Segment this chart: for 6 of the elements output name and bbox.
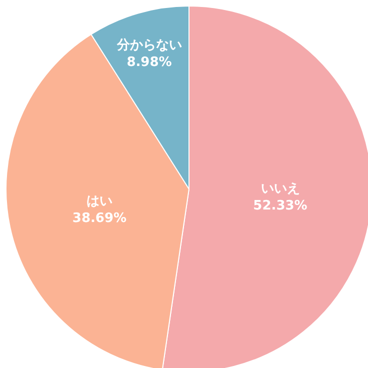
data-label: 8.98% <box>126 54 172 70</box>
slice-label: 分からない <box>116 38 182 53</box>
slice-label: いいえ <box>260 182 300 197</box>
data-label: 38.69% <box>72 210 127 226</box>
data-label: 52.33% <box>253 198 308 214</box>
slice-label: はい <box>86 194 112 209</box>
